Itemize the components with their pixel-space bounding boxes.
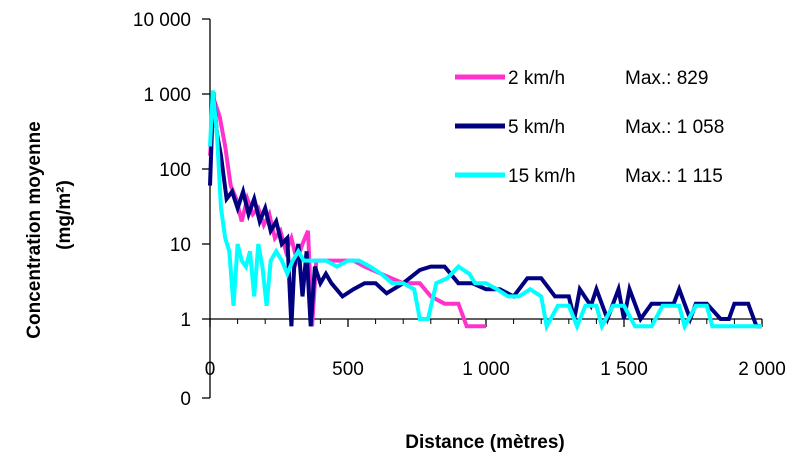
legend-label: 15 km/h [508, 166, 576, 187]
legend-label: 2 km/h [508, 68, 565, 89]
legend-max-label: Max.: 1 115 [625, 166, 723, 187]
x-tick-label: 1 000 [462, 359, 510, 380]
x-tick-label: 2 000 [738, 359, 786, 380]
y-tick-label: 10 000 [133, 10, 191, 31]
y-tick-label: 1 [180, 310, 191, 331]
legend-label: 5 km/h [508, 117, 565, 138]
y-tick-label: 100 [159, 160, 191, 181]
y-tick-label-zero: 0 [180, 389, 191, 410]
y-tick-label: 10 [170, 235, 191, 256]
y-axis-title: Concentration moyenne (mg/m²) [24, 121, 75, 338]
legend-max-label: Max.: 1 058 [625, 117, 724, 138]
x-axis-title: Distance (mètres) [405, 432, 564, 453]
y-axis-title-line2: (mg/m²) [54, 180, 75, 250]
x-tick-label: 0 [205, 359, 216, 380]
y-tick-label: 1 000 [143, 85, 191, 106]
x-tick-label: 500 [332, 359, 364, 380]
x-tick-label: 1 500 [600, 359, 648, 380]
legend-max-label: Max.: 829 [625, 68, 708, 89]
legend: 2 km/h Max.: 829 5 km/h Max.: 1 058 15 km/h M… [455, 68, 724, 187]
y-axis-title-line1: Concentration moyenne [24, 121, 45, 338]
series-lines [208, 90, 762, 333]
series-line-15-kmh [208, 90, 762, 333]
axes: 1 10 100 1 000 10 000 00 500 1 000 1 500 2 000 [133, 10, 786, 410]
series-line-5-kmh [208, 92, 762, 329]
